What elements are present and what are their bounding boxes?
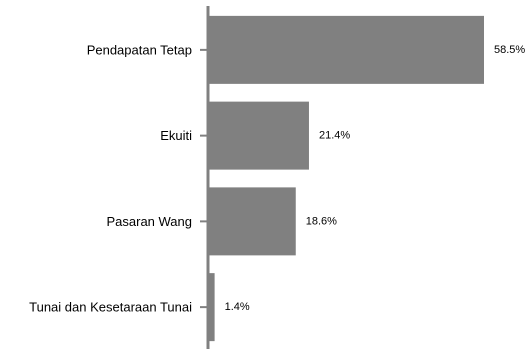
value-label-group: 58.5% 21.4% 18.6% 1.4% xyxy=(225,44,525,313)
tick-group xyxy=(200,48,208,309)
category-label-group: Pendapatan Tetap Ekuiti Pasaran Wang Tunai … xyxy=(29,42,192,314)
value-label: 21.4% xyxy=(319,130,350,142)
bar xyxy=(208,187,296,256)
bar xyxy=(208,273,215,342)
value-label: 1.4% xyxy=(225,301,250,313)
bar xyxy=(208,101,309,170)
bar xyxy=(208,15,484,84)
value-label: 58.5% xyxy=(494,44,525,56)
bar-group xyxy=(208,15,484,342)
category-label: Pasaran Wang xyxy=(106,214,192,229)
category-label: Tunai dan Kesetaraan Tunai xyxy=(29,300,192,315)
category-label: Ekuiti xyxy=(160,128,192,143)
value-label: 18.6% xyxy=(306,215,337,227)
category-label: Pendapatan Tetap xyxy=(87,42,192,57)
